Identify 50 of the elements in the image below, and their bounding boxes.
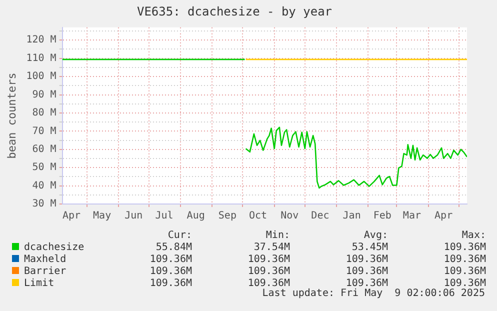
y-tick-label: 90 M [32,89,56,100]
text: 109.36M [246,254,290,266]
text: Avg: [362,230,388,242]
y-tick-label: 60 M [32,144,56,155]
x-tick-label: Jun [124,210,143,222]
x-tick-label: Mar [402,210,421,222]
y-tick-label: 80 M [32,108,56,119]
x-tick-label: Aug [186,210,205,222]
text: Max: [460,230,486,242]
y-tick-label: 30 M [32,198,56,210]
text: 109.36M [442,242,486,254]
text: 109.36M [246,266,290,278]
y-tick-label: 50 M [32,162,56,174]
text: 109.36M [246,278,290,289]
text: 109.36M [148,254,192,266]
y-tick-label: 110 M [26,52,56,64]
text: 109.36M [148,278,192,290]
legend-label: dcachesize [23,242,86,254]
text: 109.36M [346,278,388,289]
text: 109.36M [442,254,486,266]
x-tick-label: Feb [373,210,392,222]
legend-label: Maxheld [23,254,68,266]
x-tick-label: Oct [248,210,268,222]
y-axis-title: bean counters [5,72,18,159]
text: 109.36M [442,266,486,278]
legend-label: Limit [23,278,56,290]
text: 37.54M [252,242,290,254]
x-tick-label: Jan [342,210,361,222]
x-tick-label: May [93,210,112,222]
chart-title: VE635: dcachesize - by year [136,4,332,18]
text: 109.36M [344,266,388,278]
x-tick-label: Dec [311,210,330,222]
text: 109.36M [344,254,388,266]
y-tick-label: 100 M [26,71,56,82]
text: 55.84M [154,242,192,254]
text: 109.36M [148,266,192,278]
text: Last update: Fri May 9 02:00:06 2025 [262,288,485,299]
legend-label: Barrier [23,266,68,278]
x-tick-label: Apr [62,210,81,222]
text: 53.45M [350,242,388,254]
text: 109.36M [444,278,486,289]
x-tick-label: Sep [218,210,236,222]
y-tick-label: 120 M [26,34,56,46]
y-tick-label: 70 M [32,126,56,137]
x-tick-label: Jul [155,210,174,222]
y-tick-label: 40 M [32,180,56,192]
text: Min: [264,230,290,242]
x-tick-label: Nov [280,210,299,222]
x-tick-label: Apr [434,210,453,222]
text: Cur: [166,230,192,242]
